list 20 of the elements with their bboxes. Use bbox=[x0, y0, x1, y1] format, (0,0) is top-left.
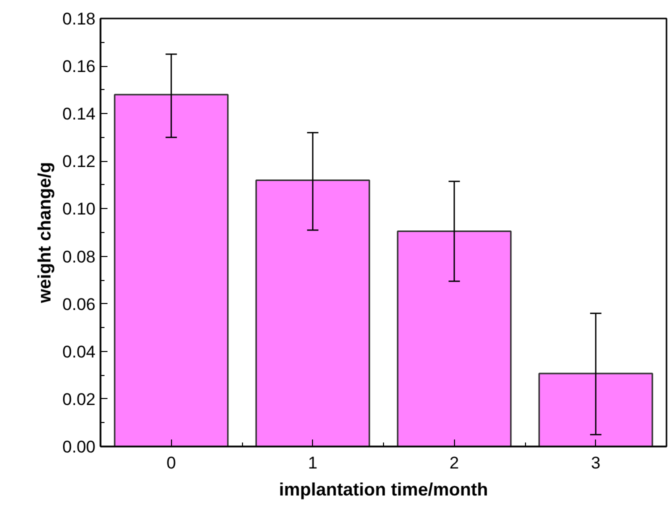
y-tick-label: 0.12 bbox=[62, 152, 96, 172]
x-tick-label: 3 bbox=[591, 454, 600, 472]
bar bbox=[255, 179, 370, 446]
y-tick-label: 0.04 bbox=[62, 342, 96, 362]
x-tick-label: 1 bbox=[308, 454, 318, 472]
y-tick-label: 0.10 bbox=[62, 200, 96, 219]
y-tick-label: 0.00 bbox=[62, 438, 96, 456]
y-tick-label: 0.06 bbox=[62, 294, 96, 314]
x-tick-label: 2 bbox=[450, 454, 459, 472]
bar bbox=[538, 372, 654, 446]
y-tick-label: 0.08 bbox=[62, 247, 96, 266]
y-tick-label: 0.14 bbox=[62, 104, 96, 124]
y-axis-title: weight change/g bbox=[34, 162, 54, 304]
y-tick-label: 0.16 bbox=[62, 57, 96, 76]
y-tick-label: 0.18 bbox=[62, 10, 96, 28]
x-axis-title: implantation time/month bbox=[279, 480, 488, 500]
y-tick-label: 0.02 bbox=[62, 390, 96, 409]
bar bbox=[114, 94, 229, 446]
x-tick-label: 0 bbox=[166, 454, 176, 472]
bar bbox=[396, 230, 512, 446]
